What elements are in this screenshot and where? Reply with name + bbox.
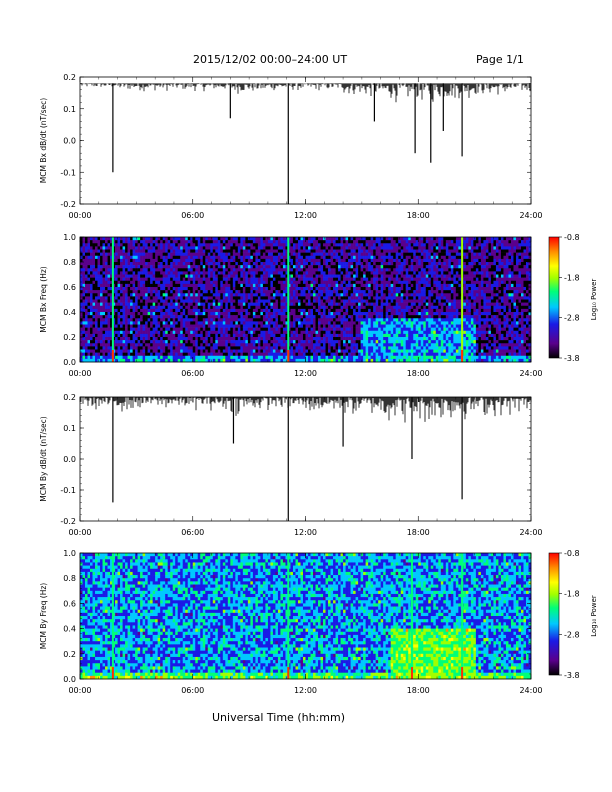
x-tick-label: 24:00 bbox=[519, 528, 542, 537]
y-tick-label: 0.0 bbox=[63, 675, 76, 684]
x-tick-label: 00:00 bbox=[68, 528, 91, 537]
colorbar-tick-label: -0.8 bbox=[564, 233, 580, 242]
x-tick-label: 00:00 bbox=[68, 211, 91, 220]
y-tick-label: 1.0 bbox=[63, 233, 76, 242]
x-tick-label: 24:00 bbox=[519, 686, 542, 695]
x-tick-label: 18:00 bbox=[407, 369, 430, 378]
y-tick-label: 0.2 bbox=[63, 333, 76, 342]
y-tick-label: 0.8 bbox=[63, 574, 76, 583]
x-tick-label: 18:00 bbox=[407, 528, 430, 537]
broadband-event-4 bbox=[461, 553, 464, 679]
panel-1: 0.2 0.1 0.0 -0.1 -0.2 00:00 06:00 12:00 18:00 24:… bbox=[39, 73, 543, 220]
y-tick-label: 0.0 bbox=[63, 358, 76, 367]
x-tick-label: 18:00 bbox=[407, 211, 430, 220]
colorbar-tick-label: -2.8 bbox=[564, 630, 580, 639]
y-tick-label: 0.1 bbox=[63, 424, 76, 433]
heatmap-cells bbox=[80, 553, 532, 680]
y-axis-label: MCM Bx Freq (Hz) bbox=[39, 266, 48, 332]
y-tick-label: 1.0 bbox=[63, 549, 76, 558]
y-tick-label: 0.8 bbox=[63, 258, 76, 267]
x-tick-label: 06:00 bbox=[181, 686, 204, 695]
x-tick-label: 24:00 bbox=[519, 369, 542, 378]
plot-frame bbox=[79, 76, 532, 205]
y-tick-label: -0.2 bbox=[60, 200, 76, 209]
y-tick-label: 0.0 bbox=[63, 455, 76, 464]
page-title: 2015/12/02 00:00–24:00 UT bbox=[193, 53, 348, 66]
x-tick-label: 06:00 bbox=[181, 369, 204, 378]
broadband-event-2 bbox=[287, 553, 290, 679]
y-tick-label: -0.1 bbox=[60, 168, 76, 177]
y-tick-label: 0.2 bbox=[63, 650, 76, 659]
colorbar-label: Log₁₀ Power bbox=[590, 279, 598, 321]
colorbar-tick-label: -2.8 bbox=[564, 314, 580, 323]
x-tick-label: 12:00 bbox=[294, 528, 317, 537]
plot-frame bbox=[79, 396, 532, 522]
x-tick-label: 00:00 bbox=[68, 369, 91, 378]
page-number: Page 1/1 bbox=[476, 53, 524, 66]
y-tick-label: 0.4 bbox=[63, 308, 76, 317]
colorbar-tick-label: -3.8 bbox=[564, 671, 580, 680]
x-tick-label: 12:00 bbox=[294, 686, 317, 695]
broadband-event-2 bbox=[287, 237, 290, 362]
colorbar-tick-label: -1.8 bbox=[564, 273, 580, 282]
y-tick-label: 0.6 bbox=[63, 599, 76, 608]
colorbar-label: Log₁₀ Power bbox=[590, 595, 598, 637]
y-tick-label: 0.4 bbox=[63, 625, 76, 634]
panel-4: -0.8 -1.8 -2.8 -3.8 Log₁₀ Power 1.0 0.8 0.6 0.4 0… bbox=[39, 549, 598, 695]
y-tick-label: 0.2 bbox=[63, 393, 76, 402]
x-tick-label: 24:00 bbox=[519, 211, 542, 220]
y-axis-label: MCM Bx dB/dt (nT/sec) bbox=[39, 98, 48, 183]
x-axis-title: Universal Time (hh:mm) bbox=[212, 711, 345, 724]
broadband-event-3 bbox=[410, 553, 413, 679]
x-tick-label: 12:00 bbox=[294, 211, 317, 220]
x-tick-label: 06:00 bbox=[181, 528, 204, 537]
colorbar-tick-label: -0.8 bbox=[564, 549, 580, 558]
y-axis-label: MCM By dB/dt (nT/sec) bbox=[39, 416, 48, 501]
heatmap-cells bbox=[80, 237, 532, 363]
y-tick-label: 0.1 bbox=[63, 105, 76, 114]
colorbar bbox=[548, 236, 560, 359]
x-tick-label: 06:00 bbox=[181, 211, 204, 220]
x-tick-label: 18:00 bbox=[407, 686, 430, 695]
colorbar bbox=[548, 552, 560, 676]
broadband-event-3 bbox=[461, 237, 464, 362]
colorbar-tick-label: -1.8 bbox=[564, 590, 580, 599]
broadband-event-1 bbox=[111, 553, 114, 679]
x-tick-label: 12:00 bbox=[294, 369, 317, 378]
y-tick-label: 0.6 bbox=[63, 283, 76, 292]
broadband-event-1 bbox=[111, 237, 114, 362]
x-tick-label: 00:00 bbox=[68, 686, 91, 695]
panel-2: -0.8 -1.8 -2.8 -3.8 Log₁₀ Power 1.0 0.8 0.6 0.4 0… bbox=[39, 233, 598, 378]
y-tick-label: -0.1 bbox=[60, 486, 76, 495]
panel-3: 0.2 0.1 0.0 -0.1 -0.2 00:00 06:00 12:00 18:00 24:… bbox=[39, 393, 543, 537]
y-tick-label: 0.2 bbox=[63, 73, 76, 82]
y-tick-label: 0.0 bbox=[63, 137, 76, 146]
colorbar-tick-label: -3.8 bbox=[564, 354, 580, 363]
y-tick-label: -0.2 bbox=[60, 517, 76, 526]
y-axis-label: MCM By Freq (Hz) bbox=[39, 583, 48, 649]
